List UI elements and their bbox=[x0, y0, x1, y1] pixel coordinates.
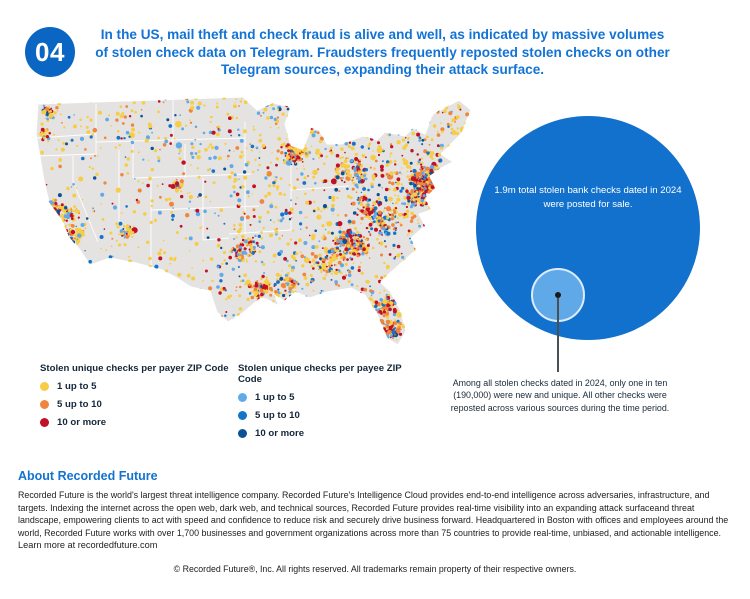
copyright-text: © Recorded Future®, Inc. All rights rese… bbox=[173, 564, 577, 574]
legend-label: 5 up to 10 bbox=[57, 399, 102, 410]
total-checks-label: 1.9m total stolen bank checks dated in 2… bbox=[494, 185, 682, 211]
us-zip-choropleth-map bbox=[35, 96, 472, 346]
legend-label: 5 up to 10 bbox=[255, 410, 300, 421]
legend-row: 5 up to 10 bbox=[40, 399, 230, 410]
legend-payer-zip: Stolen unique checks per payer ZIP Code … bbox=[40, 363, 230, 435]
payer-high-swatch-icon bbox=[40, 418, 49, 427]
callout-connector-line bbox=[557, 298, 559, 372]
unique-checks-annotation: Among all stolen checks dated in 2024, o… bbox=[450, 378, 670, 413]
legend-row: 10 or more bbox=[238, 428, 428, 439]
legend-row: 1 up to 5 bbox=[40, 381, 230, 392]
payer-low-swatch-icon bbox=[40, 382, 49, 391]
callout-anchor-dot bbox=[555, 292, 561, 298]
page-number-badge: 04 bbox=[25, 27, 75, 77]
learn-more-link[interactable]: Learn more at recordedfuture.com bbox=[18, 540, 158, 550]
legend-label: 1 up to 5 bbox=[57, 381, 97, 392]
about-body-text: Recorded Future is the world's largest t… bbox=[18, 490, 729, 538]
legend-row: 5 up to 10 bbox=[238, 410, 428, 421]
legend-row: 1 up to 5 bbox=[238, 392, 428, 403]
us-map-outline bbox=[35, 96, 472, 346]
payee-mid-swatch-icon bbox=[238, 411, 247, 420]
payee-high-swatch-icon bbox=[238, 429, 247, 438]
legend-row: 10 or more bbox=[40, 417, 230, 428]
total-checks-bubble: 1.9m total stolen bank checks dated in 2… bbox=[476, 116, 700, 340]
about-heading: About Recorded Future bbox=[18, 469, 158, 483]
legend-payee-title: Stolen unique checks per payee ZIP Code bbox=[238, 363, 402, 385]
payer-mid-swatch-icon bbox=[40, 400, 49, 409]
page-number: 04 bbox=[35, 36, 65, 67]
legend-label: 10 or more bbox=[255, 428, 305, 439]
legend-label: 1 up to 5 bbox=[255, 392, 295, 403]
legend-label: 10 or more bbox=[57, 417, 107, 428]
legend-payee-zip: Stolen unique checks per payee ZIP Code … bbox=[238, 363, 428, 446]
payee-low-swatch-icon bbox=[238, 393, 247, 402]
legend-payer-title: Stolen unique checks per payer ZIP Code bbox=[40, 363, 229, 374]
page-title: In the US, mail theft and check fraud is… bbox=[95, 27, 670, 78]
